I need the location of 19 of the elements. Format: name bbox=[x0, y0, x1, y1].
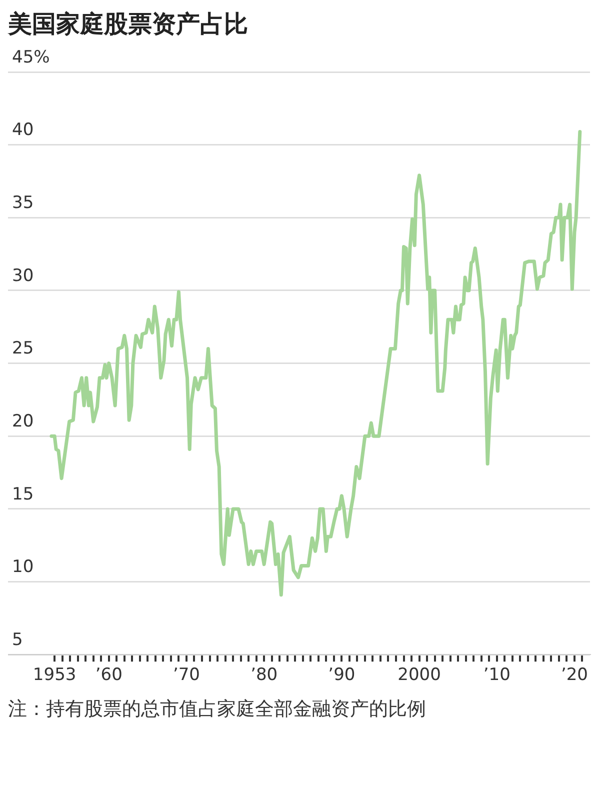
chart-title: 美国家庭股票资产占比 bbox=[8, 9, 249, 40]
x-tick-label: ’80 bbox=[250, 665, 278, 686]
y-tick-label: 40 bbox=[12, 120, 34, 140]
y-tick-label: 15 bbox=[12, 484, 34, 504]
y-tick-label: 30 bbox=[12, 266, 34, 286]
y-tick-label: 25 bbox=[12, 338, 34, 359]
x-tick-label: ’90 bbox=[328, 665, 356, 686]
y-tick-label: 10 bbox=[12, 557, 34, 578]
x-tick-label: ’20 bbox=[560, 665, 588, 686]
x-tick-label: 1953 bbox=[32, 665, 76, 686]
y-tick-label: 35 bbox=[12, 193, 34, 214]
y-tick-label: 20 bbox=[12, 412, 34, 432]
y-tick-label: 5 bbox=[12, 630, 23, 650]
x-tick-label: ’10 bbox=[483, 665, 510, 686]
text: 注：持有股票的总市值占家庭全部金融资产的比例 bbox=[8, 697, 427, 722]
x-tick-label: ’60 bbox=[95, 665, 122, 686]
y-tick-label: 45% bbox=[12, 47, 50, 68]
x-tick-label: ’70 bbox=[172, 665, 200, 686]
x-tick-label: 2000 bbox=[398, 665, 441, 686]
